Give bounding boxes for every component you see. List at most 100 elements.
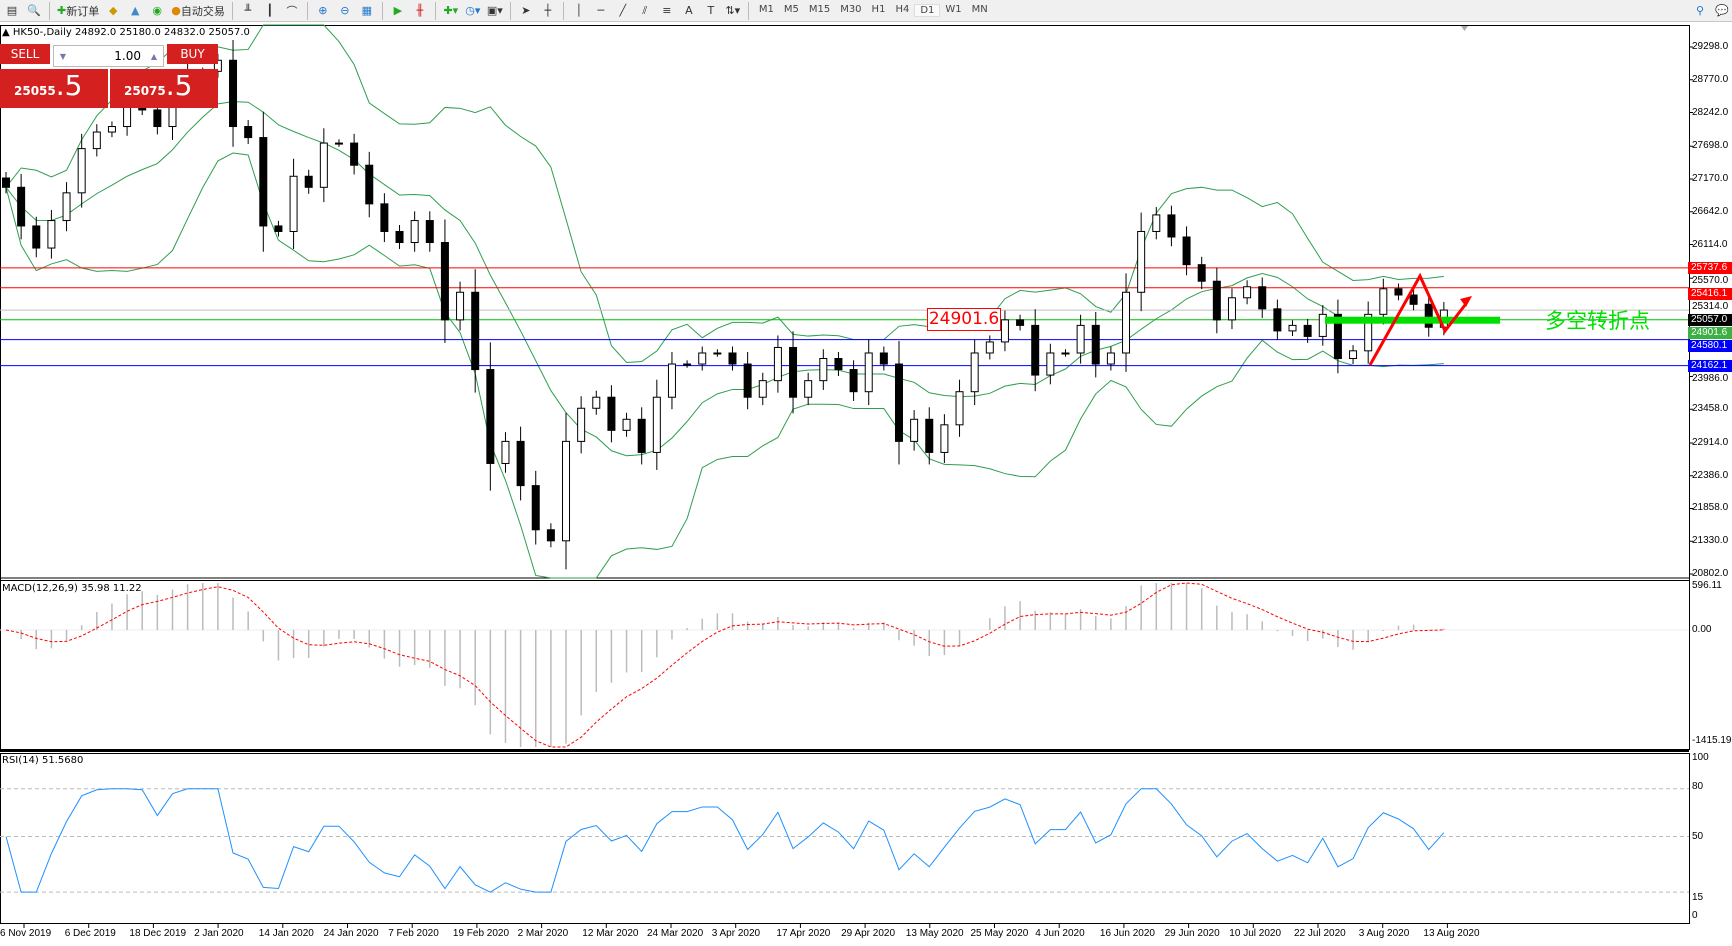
equidistant-channel-icon[interactable]: ⫽ [642,3,648,17]
arrows-icon[interactable]: ⇅▾ [725,4,741,17]
price-tick: 21330.0 [1692,535,1729,547]
new-order-button[interactable]: ✚ 新订单 [55,1,101,21]
sell-button[interactable]: SELL [0,44,50,64]
candle-body [970,352,979,393]
bollinger-upper [5,24,1444,364]
market-watch-icon[interactable]: ▤ [6,4,18,17]
candle-body [894,363,903,442]
date-label: 3 Apr 2020 [711,928,761,939]
line-chart-icon[interactable]: ⌒ [286,4,298,18]
candle-body [667,363,676,398]
date-label: 7 Feb 2020 [388,928,439,939]
date-label: 12 Mar 2020 [582,928,639,939]
timeframe-m15[interactable]: M15 [808,4,831,15]
timeframe-w1[interactable]: W1 [945,4,962,15]
date-label: 3 Aug 2020 [1358,928,1410,939]
crosshair-icon[interactable]: ┼ [544,4,552,17]
timeframe-m5[interactable]: M5 [783,4,799,15]
signals-icon[interactable]: ▲ [130,4,140,17]
trend-arrow [1368,272,1467,366]
buy-price[interactable]: 25075.5 [110,69,218,108]
separator [231,1,233,20]
radio-icon[interactable]: ◉ [152,4,163,17]
text-icon[interactable]: A [685,4,693,17]
level-annotation-box[interactable]: 24901.6 [927,308,1001,331]
cursor-icon[interactable]: ➤ [521,4,531,17]
separator [562,1,564,20]
candle-body [743,363,752,398]
candle-body [834,358,843,371]
candle-body [1212,280,1221,321]
symbol-info: HK50-,Daily 24892.0 25180.0 24832.0 2505… [12,27,250,38]
rsi-line [5,788,1445,893]
timeframe-h4[interactable]: H4 [895,4,910,15]
candle-body [758,380,767,398]
vertical-line-icon[interactable]: │ [575,4,583,17]
increase-volume-icon[interactable]: ▲ [150,51,158,61]
indicators-icon[interactable]: ✚▾ [443,4,459,17]
buy-button[interactable]: BUY [167,44,218,64]
separator [49,1,50,20]
date-label: 2 Jan 2020 [194,928,244,939]
toolbar: ▤ 🔍 ✚ 新订单 ◆ ▲ ◉ ● 自动交易 ╨ ┃ ⌒ ⊕ ⊖ ▦ ▶ ╫ ✚▾ … [0,0,1732,22]
candlestick-icon[interactable]: ┃ [266,4,274,17]
search-icon[interactable]: ⚲ [1695,4,1705,17]
navigator-icon[interactable]: 🔍 [27,4,41,17]
volume-value[interactable]: 1.00 [114,49,141,63]
volume-field[interactable]: ▼ 1.00 ▲ [53,45,164,67]
tile-windows-icon[interactable]: ▦ [361,4,373,17]
candle-body [350,142,359,166]
pivot-note[interactable]: 多空转折点 [1545,309,1650,333]
candle-body [804,380,813,398]
price-tick: 21858.0 [1692,502,1729,514]
timeframe-m1[interactable]: M1 [758,4,774,15]
candle-body [1122,291,1131,354]
timeframe-d1[interactable]: D1 [914,4,941,17]
candle-body [1000,319,1009,343]
timeframe-h1[interactable]: H1 [871,4,886,15]
candle-body [698,352,707,365]
candle-body [471,291,480,371]
candle-body [107,126,116,133]
price-tick: 26114.0 [1692,238,1728,250]
candle-body [486,369,495,464]
periods-icon[interactable]: ◷▾ [465,4,481,17]
zoom-out-icon[interactable]: ⊖ [340,4,350,17]
timeframe-m30[interactable]: M30 [840,4,862,15]
auto-trading-button[interactable]: ● 自动交易 [169,1,227,21]
chart-area[interactable] [0,22,1732,946]
metaeditor-icon[interactable]: ◆ [108,4,118,17]
timeframe-mn[interactable]: MN [971,4,988,15]
collapse-icon[interactable]: ▲ [2,27,13,38]
chat-icon[interactable]: 💬 [1715,4,1729,17]
decrease-volume-icon[interactable]: ▼ [59,51,67,61]
macd-max-label: 596.11 [1692,580,1722,591]
candle-body [1288,324,1297,332]
macd-label: MACD(12,26,9) 35.98 11.22 [2,583,142,594]
trendline-icon[interactable]: ╱ [619,4,627,17]
candle-body [1243,286,1252,299]
horizontal-line-icon[interactable]: ─ [597,4,605,17]
buy-price-big: .5 [165,69,193,102]
candle-body [940,424,949,453]
fibonacci-icon[interactable]: ≡ [662,4,672,17]
candle-body [410,220,419,244]
candle-body [910,418,919,442]
zoom-in-icon[interactable]: ⊕ [318,4,328,17]
level-label: 25737.6 [1688,261,1732,274]
candle-body [925,418,934,453]
templates-icon[interactable]: ▣▾ [486,4,503,17]
text-label-icon[interactable]: T [707,4,715,17]
chart-shift-icon[interactable]: ╫ [416,4,424,17]
autoscroll-icon[interactable]: ▶ [393,4,403,17]
candle-body [728,352,737,365]
price-tick: 29298.0 [1692,41,1729,52]
candle-body [562,440,571,542]
price-tick: 27698.0 [1692,140,1729,152]
bar-chart-icon[interactable]: ╨ [244,4,252,17]
sell-price[interactable]: 25055.5 [0,69,108,108]
candle-body [1424,303,1433,328]
candle-body [1258,286,1267,310]
new-order-label: 新订单 [66,4,100,18]
timeframe-bar: M1 M5 M15 M30 H1 H4 D1 W1 MN [754,4,993,17]
